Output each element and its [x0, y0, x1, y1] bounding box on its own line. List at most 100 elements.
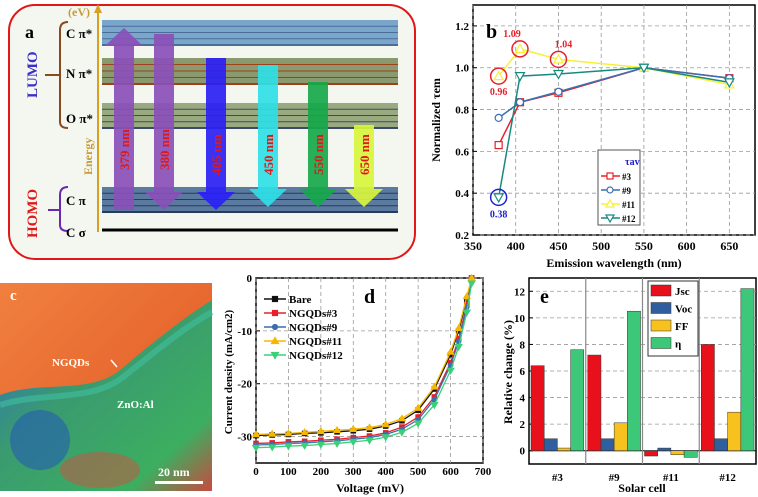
bar-FF-#9 — [613, 422, 628, 451]
legend-marker — [606, 186, 614, 194]
data-point — [300, 442, 309, 450]
y-tick-label: 0.2 — [455, 230, 469, 242]
legend-swatch — [650, 302, 672, 314]
annotation-label: 0.96 — [490, 87, 508, 98]
data-point — [251, 444, 261, 453]
legend-marker — [604, 198, 616, 208]
data-point — [552, 69, 564, 80]
level-label: N π* — [66, 66, 92, 81]
legend-label: Jsc — [675, 286, 690, 298]
data-point — [413, 403, 423, 411]
legend-label: FF — [675, 321, 689, 333]
transition-arrow-icon — [345, 125, 383, 207]
legend-marker — [604, 214, 616, 224]
data-point — [514, 71, 526, 82]
x-tick-label: 100 — [280, 466, 297, 478]
data-point — [349, 424, 358, 432]
x-tick-label: 650 — [720, 239, 738, 253]
homo-label: HOMO — [25, 189, 41, 238]
data-point — [493, 70, 505, 81]
y-tick-label: 1.0 — [455, 63, 469, 75]
x-tick-label: 350 — [464, 239, 482, 253]
x-tick-label: 700 — [475, 466, 492, 478]
y-axis-label: Relative change (%) — [501, 320, 515, 424]
y-axis-label: Current density (mA/cm2) — [223, 309, 235, 434]
bar-FF-#12 — [727, 411, 742, 451]
scale-bar-label: 20 nm — [158, 465, 190, 479]
data-point — [332, 425, 342, 434]
x-axis-label: Emission wavelength (nm) — [546, 256, 681, 270]
bar-Voc-#12 — [714, 438, 728, 451]
bar-Voc-#9 — [600, 438, 615, 451]
panel-b-label: b — [486, 21, 497, 43]
series-line-NGQDs#9 — [255, 277, 473, 446]
bar-Jsc-#12 — [701, 344, 715, 451]
zno-label: ZnO:Al — [117, 399, 154, 411]
data-point — [365, 437, 374, 445]
x-tick-label: 500 — [592, 239, 610, 253]
legend-label: #9 — [622, 186, 632, 196]
panel-d-chart: 0 -10 -20 -30 0 100 200 300 400 500 600 700 Voltage … — [223, 273, 492, 495]
data-point — [446, 347, 455, 355]
panel-e-chart: 0 2 4 6 8 10 12 #3 #9 #11 #12 Solar cell Relative ch… — [501, 277, 757, 495]
transition-label: 650 nm — [357, 134, 372, 175]
data-point — [430, 402, 439, 410]
series-line-NGQDs#3 — [255, 277, 473, 445]
x-tick-label: 300 — [345, 466, 362, 478]
y-tick-label: 0.8 — [455, 105, 469, 117]
y-tick-label: 10 — [514, 313, 526, 325]
y-tick-label: 0.6 — [455, 146, 469, 158]
highlight-circle — [489, 188, 508, 207]
transition-label: 379 nm — [117, 129, 132, 170]
transition-label: 405 nm — [209, 134, 224, 175]
data-point — [413, 420, 423, 428]
bar-Voc-#11 — [657, 447, 672, 451]
x-tick-label: #12 — [719, 472, 736, 484]
y-tick-label: 6 — [520, 366, 526, 378]
data-point — [515, 98, 525, 107]
legend-label: #3 — [622, 172, 632, 182]
legend-label: Bare — [289, 294, 312, 306]
energy-label: Energy — [81, 138, 95, 175]
data-point — [430, 382, 439, 390]
x-tick-label: #3 — [552, 472, 564, 484]
red-domain — [60, 452, 140, 488]
legend-marker — [270, 351, 280, 360]
data-point — [316, 426, 326, 435]
data-point — [494, 113, 503, 123]
y-tick-label: -10 — [237, 326, 252, 338]
data-point — [267, 429, 277, 437]
panel-b-chart: 0.2 0.4 0.6 0.8 1.0 1.2 350 400 450 500 550 600 650 E… — [429, 4, 756, 270]
legend-label: Voc — [675, 304, 692, 316]
annotation-label: 1.09 — [503, 29, 521, 40]
y-tick-label: 12 — [514, 286, 526, 298]
y-tick-label: 0 — [520, 446, 526, 458]
x-tick-label: 400 — [377, 466, 394, 478]
data-point — [381, 420, 390, 428]
x-tick-label: 500 — [410, 466, 427, 478]
annotation-label: 1.04 — [555, 39, 573, 50]
level-label: C π* — [66, 26, 92, 41]
x-tick-label: 600 — [442, 466, 459, 478]
bar-Jsc-#11 — [644, 450, 658, 457]
y-axis-label: Normalized τem — [429, 78, 443, 162]
bar-FF-#11 — [670, 450, 685, 455]
y-tick-label: 2 — [520, 419, 526, 431]
x-tick-label: 0 — [253, 466, 259, 478]
x-axis-label: Voltage (mV) — [336, 481, 404, 495]
panel-e-label: e — [540, 286, 549, 308]
highlight-circle — [489, 67, 508, 85]
x-tick-label: 450 — [549, 239, 567, 253]
y-tick-label: 1.2 — [455, 21, 469, 33]
data-point — [554, 87, 563, 96]
y-tick-label: -30 — [237, 432, 252, 444]
data-point — [316, 441, 326, 449]
legend-label: η — [675, 339, 681, 351]
annotation-label: 0.38 — [490, 209, 508, 220]
legend-title: τav — [625, 157, 640, 168]
data-point — [494, 140, 503, 150]
y-tick-label: -20 — [237, 379, 252, 391]
ngqds-annotation: NGQDs — [52, 357, 90, 369]
transition-label: 380 nm — [157, 129, 172, 170]
bar-Voc-#3 — [543, 438, 558, 451]
